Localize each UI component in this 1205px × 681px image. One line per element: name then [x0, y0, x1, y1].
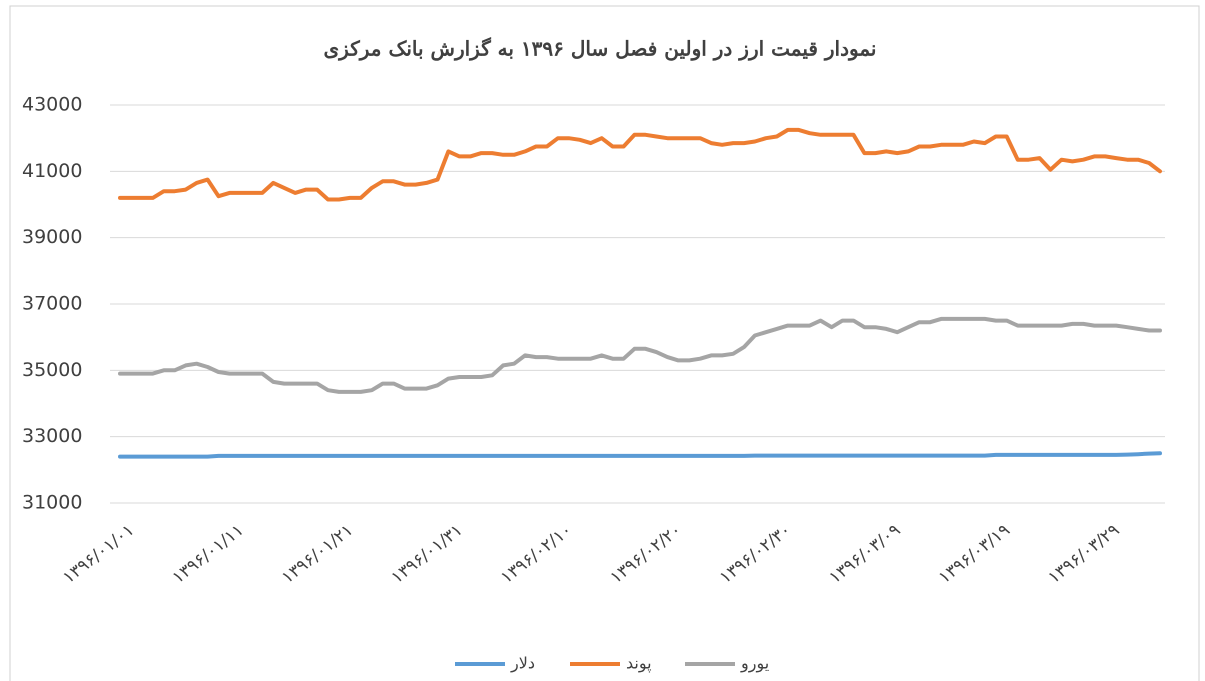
series-line: [118, 316, 1162, 394]
legend-label: دلار: [510, 654, 535, 674]
y-tick-label: 39000: [22, 226, 82, 248]
y-tick-label: 37000: [22, 293, 82, 315]
y-tick-label: 33000: [22, 425, 82, 447]
y-tick-label: 35000: [22, 359, 82, 381]
series-line: [118, 127, 1162, 202]
series-line: [118, 451, 1162, 459]
chart-frame: [9, 5, 1200, 681]
y-tick-label: 43000: [22, 94, 82, 116]
y-tick-label: 31000: [22, 492, 82, 514]
legend-label: پوند: [626, 654, 652, 674]
y-tick-label: 41000: [22, 160, 82, 182]
chart-title: نمودار قیمت ارز در اولین فصل سال ۱۳۹۶ به…: [324, 37, 877, 62]
legend-label: یورو: [740, 654, 769, 674]
